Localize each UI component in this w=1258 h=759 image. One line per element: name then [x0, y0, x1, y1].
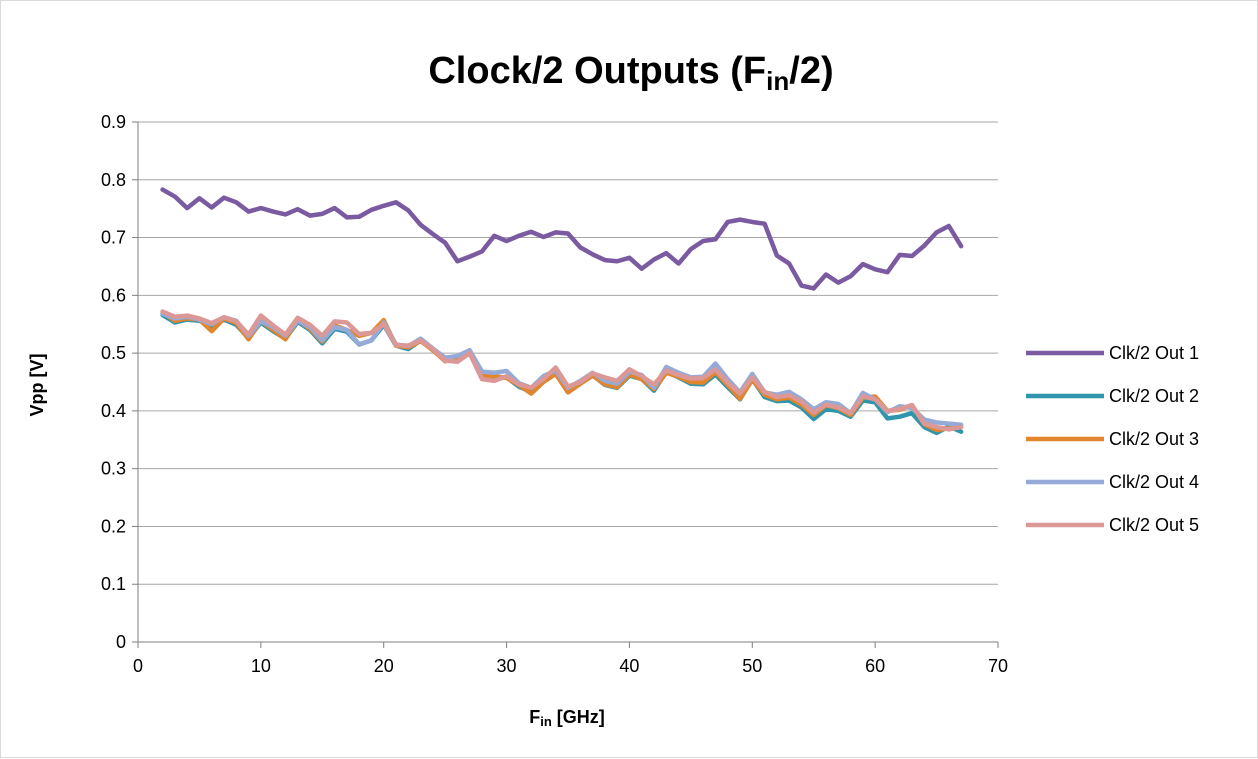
x-tick-label: 20	[374, 656, 394, 676]
legend-label-1: Clk/2 Out 1	[1109, 343, 1199, 363]
x-axis-label: Fin [GHz]	[529, 707, 605, 729]
y-tick-label: 0.7	[101, 228, 126, 248]
gridlines	[138, 121, 998, 585]
series-layer	[160, 187, 964, 436]
chart-title-main: Clock/2 Outputs (F	[428, 50, 766, 92]
y-tick-label: 0.9	[101, 112, 126, 132]
y-tick-label: 0.3	[101, 459, 126, 479]
y-tick-label: 0.4	[101, 401, 126, 421]
y-tick-label: 0.5	[101, 343, 126, 363]
y-tick-label: 0.2	[101, 516, 126, 536]
x-tick-label: 70	[988, 656, 1008, 676]
chart-title: Clock/2 Outputs (Fin/2)	[428, 50, 833, 96]
x-tick-label: 60	[865, 656, 885, 676]
legend-label-5: Clk/2 Out 5	[1109, 515, 1199, 535]
y-axis-label: Vpp [V]	[27, 354, 47, 417]
x-tick-label: 40	[619, 656, 639, 676]
axes: 0 0.1 0.2 0.3 0.4 0.5 0.6 0.7 0.8 0.9 0 10 20 30 40 50 6…	[101, 112, 1008, 676]
y-tick-label: 0.6	[101, 285, 126, 305]
legend: Clk/2 Out 1 Clk/2 Out 2 Clk/2 Out 3 Clk/2 O…	[1026, 343, 1199, 535]
x-axis-label-main: F	[529, 707, 540, 727]
x-axis-label-subscript: in	[540, 714, 552, 729]
x-tick-label: 30	[497, 656, 517, 676]
x-tick-label: 50	[742, 656, 762, 676]
chart-title-subscript: in	[766, 66, 789, 96]
x-tick-label: 10	[251, 656, 271, 676]
chart-title-suffix: /2)	[789, 50, 833, 92]
legend-label-4: Clk/2 Out 4	[1109, 472, 1199, 492]
y-tick-label: 0	[116, 632, 126, 652]
legend-label-2: Clk/2 Out 2	[1109, 386, 1199, 406]
y-tick-label: 0.8	[101, 170, 126, 190]
y-tick-label: 0.1	[101, 574, 126, 594]
legend-label-3: Clk/2 Out 3	[1109, 429, 1199, 449]
x-tick-label: 0	[133, 656, 143, 676]
series-line-5	[160, 309, 964, 432]
x-axis-label-suffix: [GHz]	[552, 707, 605, 727]
series-line-1	[160, 187, 964, 291]
